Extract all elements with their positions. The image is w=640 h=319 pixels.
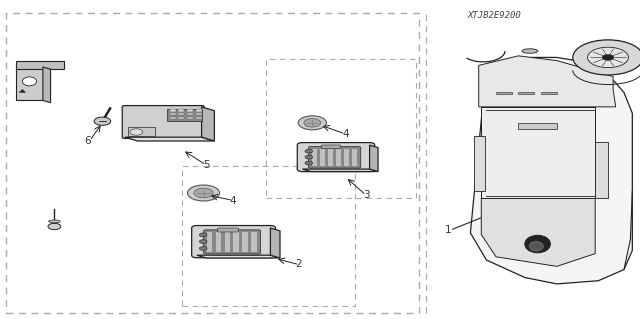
Bar [207, 232, 212, 252]
Circle shape [602, 55, 614, 60]
Bar [187, 113, 193, 115]
Bar [178, 109, 184, 112]
FancyBboxPatch shape [308, 147, 361, 168]
Bar [251, 232, 257, 252]
Text: 4: 4 [229, 196, 236, 205]
Bar [16, 67, 43, 100]
Polygon shape [303, 169, 378, 172]
Text: 3: 3 [364, 190, 370, 200]
Ellipse shape [522, 49, 538, 53]
Bar [242, 232, 248, 252]
FancyBboxPatch shape [298, 143, 375, 172]
Polygon shape [197, 255, 280, 258]
Bar [196, 117, 202, 119]
Bar [518, 92, 534, 94]
Bar [352, 149, 357, 166]
Circle shape [194, 188, 213, 198]
Circle shape [188, 185, 220, 201]
Circle shape [305, 149, 312, 153]
FancyBboxPatch shape [122, 106, 204, 138]
Bar [167, 109, 202, 121]
Polygon shape [470, 57, 632, 284]
FancyBboxPatch shape [192, 226, 275, 258]
Bar [16, 61, 64, 69]
Circle shape [200, 233, 207, 237]
Circle shape [305, 155, 312, 159]
Bar [6, 13, 419, 313]
Bar [541, 92, 557, 94]
Polygon shape [370, 145, 378, 172]
Bar [187, 109, 193, 112]
Bar [496, 92, 512, 94]
Text: 5: 5 [204, 160, 210, 170]
Circle shape [48, 223, 61, 230]
Bar [196, 113, 202, 115]
Circle shape [588, 47, 628, 68]
Bar [182, 166, 355, 306]
Bar [170, 117, 176, 119]
Bar [128, 127, 155, 136]
Ellipse shape [525, 235, 550, 253]
Circle shape [200, 240, 207, 244]
Polygon shape [125, 137, 214, 141]
Circle shape [298, 116, 326, 130]
Bar [170, 109, 176, 112]
Bar [595, 142, 608, 198]
Ellipse shape [22, 77, 36, 86]
Text: 4: 4 [342, 129, 349, 139]
Bar [320, 149, 325, 166]
Polygon shape [270, 228, 280, 258]
Bar [234, 232, 239, 252]
Ellipse shape [49, 220, 60, 223]
Circle shape [94, 117, 111, 125]
FancyBboxPatch shape [321, 145, 340, 149]
Polygon shape [19, 89, 26, 93]
Polygon shape [202, 107, 214, 141]
Bar [328, 149, 333, 166]
Text: 2: 2 [296, 259, 302, 269]
Bar [178, 113, 184, 115]
Ellipse shape [529, 241, 543, 251]
Bar [474, 136, 485, 191]
Polygon shape [481, 198, 595, 266]
Circle shape [130, 129, 143, 135]
Text: XTJB2E9200: XTJB2E9200 [467, 11, 521, 19]
Circle shape [304, 119, 321, 127]
Polygon shape [479, 56, 616, 107]
Bar [225, 232, 230, 252]
Text: 6: 6 [84, 136, 91, 146]
Bar [266, 59, 416, 198]
Circle shape [200, 247, 207, 250]
FancyBboxPatch shape [218, 228, 239, 232]
Circle shape [573, 40, 640, 75]
Polygon shape [481, 107, 595, 198]
Bar [178, 117, 184, 119]
Text: 1: 1 [445, 225, 451, 235]
Bar [344, 149, 349, 166]
Circle shape [305, 161, 312, 165]
Bar [187, 117, 193, 119]
Bar [196, 109, 202, 112]
Bar [336, 149, 341, 166]
FancyBboxPatch shape [204, 230, 260, 254]
Bar [216, 232, 221, 252]
Bar [312, 149, 317, 166]
Bar [518, 123, 557, 129]
Polygon shape [43, 67, 51, 103]
Bar [170, 113, 176, 115]
